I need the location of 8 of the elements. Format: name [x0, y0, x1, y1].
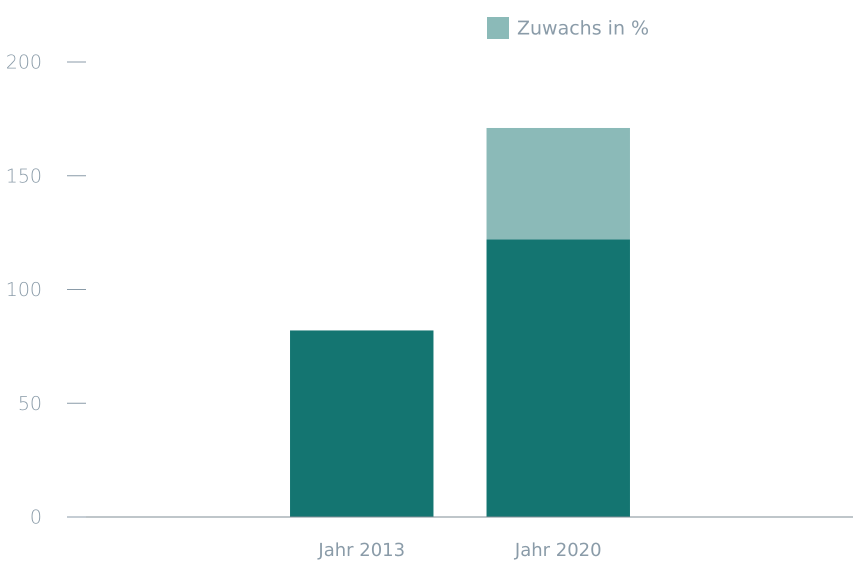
legend-label: Zuwachs in % [517, 18, 650, 40]
x-tick-label: Jahr 2020 [514, 540, 602, 561]
y-tick-label: 100 [6, 279, 42, 302]
y-tick-label: 50 [18, 392, 42, 415]
x-tick-label: Jahr 2013 [317, 540, 406, 561]
y-tick-label: 0 [30, 506, 42, 529]
y-tick-label: 200 [6, 52, 42, 74]
y-tick-label: 150 [6, 165, 42, 188]
